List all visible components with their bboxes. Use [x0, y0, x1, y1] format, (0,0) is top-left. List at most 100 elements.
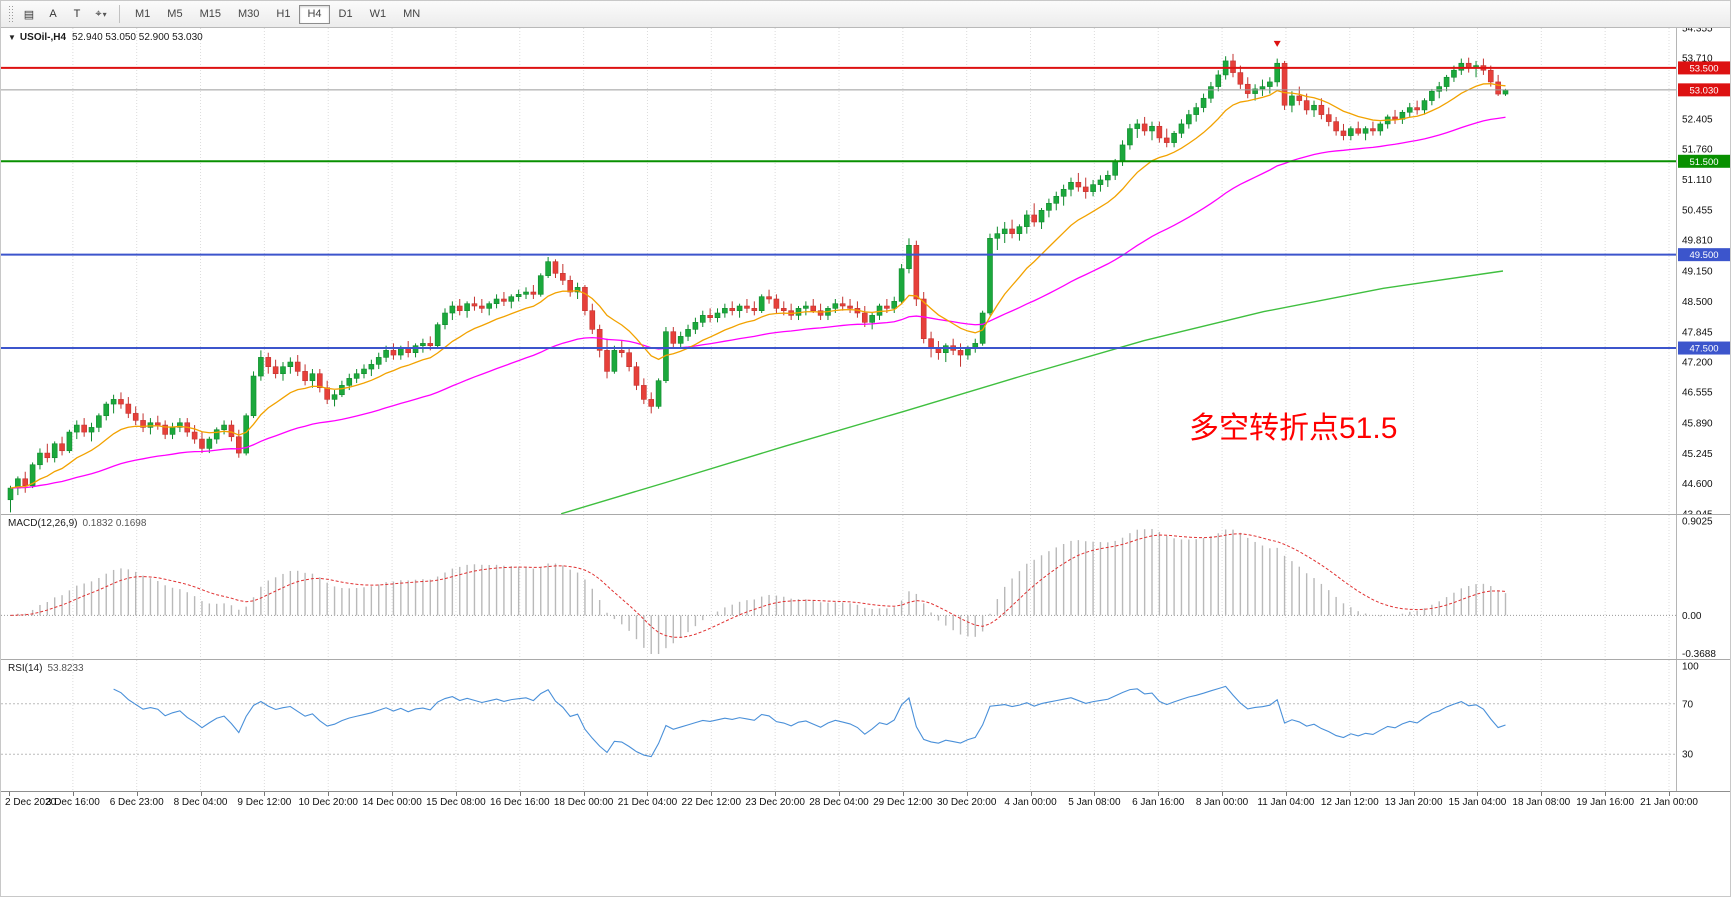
time-axis-tick: [902, 792, 904, 796]
price-tick-label: 47.845: [1682, 327, 1713, 338]
time-axis-label: 11 Jan 04:00: [1257, 797, 1315, 808]
price-tick-label: 52.405: [1682, 115, 1713, 126]
time-axis-tick: [1285, 792, 1287, 796]
time-axis-tick: [1222, 792, 1224, 796]
timeframe-button-m30[interactable]: M30: [230, 5, 267, 24]
timeframe-button-m1[interactable]: M1: [127, 5, 158, 24]
price-line-badge: 53.500: [1678, 61, 1730, 75]
main-chart-surface[interactable]: 54.35553.71053.05552.40551.76051.11050.4…: [1, 28, 1731, 514]
macd-tick-label: -0.3688: [1682, 649, 1716, 660]
toolbar-separator: [119, 5, 120, 23]
time-axis-tick: [1669, 792, 1670, 796]
time-axis-tick: [1477, 792, 1479, 796]
timeframe-button-h4[interactable]: H4: [299, 4, 330, 24]
rsi-indicator-panel: 100 70 30 RSI(14) 53.8233: [1, 659, 1731, 792]
time-axis-label: 4 Jan 00:00: [1004, 797, 1057, 808]
macd-histogram: [17, 528, 1507, 654]
toolbar-grip[interactable]: [8, 5, 13, 23]
time-axis-label: 22 Dec 12:00: [681, 797, 742, 808]
time-axis-tick: [839, 792, 840, 796]
time-axis-tick: [1158, 792, 1160, 796]
time-axis-tick: [392, 792, 394, 796]
time-axis-label: 3 Dec 16:00: [45, 797, 100, 808]
time-axis-label: 14 Dec 00:00: [362, 797, 422, 808]
price-tick-label: 45.245: [1682, 449, 1713, 460]
toolbar: ▤ A T ⌖ ▾ M1 M5 M15 M30 H1 H4 D1 W1 MN: [1, 1, 1730, 28]
ma-long-line: [560, 270, 1504, 514]
time-axis-label: 8 Dec 04:00: [173, 797, 228, 808]
time-axis-tick: [1094, 792, 1096, 796]
time-axis-label: 19 Jan 16:00: [1576, 797, 1635, 808]
price-tick-label: 47.200: [1682, 358, 1713, 369]
time-axis-tick: [519, 792, 521, 796]
timeframe-button-h1[interactable]: H1: [268, 5, 298, 24]
time-axis-tick: [1030, 792, 1032, 796]
time-axis-label: 8 Jan 00:00: [1195, 797, 1249, 808]
time-axis-tick: [966, 792, 968, 796]
time-axis-tick: [1605, 792, 1607, 796]
time-axis-tick: [583, 792, 585, 796]
rsi-tick-label: 70: [1682, 699, 1694, 710]
time-axis-tick: [200, 792, 202, 796]
time-axis-label: 18 Jan 08:00: [1512, 797, 1571, 808]
price-tick-label: 49.810: [1682, 236, 1713, 247]
rsi-chart-surface[interactable]: 100 70 30: [1, 660, 1731, 792]
price-tick-label: 45.890: [1682, 419, 1713, 430]
ma-fast-line: [10, 83, 1506, 489]
chevron-down-icon: ▾: [102, 9, 107, 19]
annotation-a-button[interactable]: A: [42, 4, 64, 24]
time-axis-tick: [711, 792, 713, 796]
time-axis-tick: [136, 792, 138, 796]
timeframe-button-m15[interactable]: M15: [192, 5, 229, 24]
svg-text:53.030: 53.030: [1689, 85, 1718, 96]
price-line-badge: 53.030: [1678, 83, 1730, 97]
svg-text:51.500: 51.500: [1689, 157, 1718, 168]
time-axis-label: 18 Dec 00:00: [553, 797, 614, 808]
price-tick-label: 54.355: [1682, 28, 1713, 35]
time-axis-label: 13 Jan 20:00: [1384, 797, 1443, 808]
price-tick-label: 49.150: [1682, 267, 1713, 278]
timeframe-button-m5[interactable]: M5: [159, 5, 190, 24]
time-axis-label: 6 Dec 23:00: [109, 797, 164, 808]
timeframe-button-mn[interactable]: MN: [395, 5, 428, 24]
time-axis-tick: [9, 792, 10, 796]
time-axis-tick: [328, 792, 330, 796]
time-axis-label: 5 Jan 08:00: [1068, 797, 1121, 808]
time-axis-tick: [647, 792, 649, 796]
chart-layout-icon: ▤: [23, 8, 35, 21]
ma-mid-line: [10, 116, 1506, 489]
price-tick-label: 51.110: [1682, 175, 1712, 186]
rsi-tick-label: 100: [1682, 662, 1699, 673]
price-tick-label: 51.760: [1682, 145, 1713, 156]
time-axis-label: 2 Dec 2020: [5, 797, 57, 808]
crosshair-tool-button[interactable]: ⌖ ▾: [90, 4, 112, 24]
time-axis-label: 23 Dec 20:00: [745, 797, 805, 808]
price-tick-label: 43.945: [1682, 510, 1713, 515]
text-tool-button[interactable]: T: [66, 4, 88, 24]
svg-text:53.500: 53.500: [1689, 63, 1718, 74]
time-axis-tick: [264, 792, 266, 796]
sell-arrow-icon: [1273, 40, 1281, 47]
macd-chart-surface[interactable]: 0.9025 0.00 -0.3688: [1, 515, 1731, 660]
time-axis-tick: [72, 792, 74, 796]
time-axis-label: 15 Dec 08:00: [426, 797, 486, 808]
macd-tick-label: 0.00: [1682, 611, 1702, 622]
time-axis-label: 16 Dec 16:00: [490, 797, 550, 808]
time-axis-tick: [1413, 792, 1415, 796]
time-axis-label: 21 Dec 04:00: [617, 797, 678, 808]
timeframe-button-w1[interactable]: W1: [362, 5, 395, 24]
time-axis[interactable]: 2 Dec 2020 3 Dec 16:00 6 Dec 23:00 8 Dec 04…: [1, 791, 1730, 813]
rsi-line: [113, 685, 1506, 758]
chart-layout-button[interactable]: ▤: [18, 4, 40, 24]
main-chart-panel: 54.35553.71053.05552.40551.76051.11050.4…: [1, 28, 1730, 514]
macd-tick-label: 0.9025: [1682, 517, 1713, 528]
time-axis-tick: [1349, 792, 1351, 796]
price-tick-label: 48.500: [1682, 297, 1713, 308]
time-axis-label: 10 Dec 20:00: [298, 797, 358, 808]
time-axis-label: 6 Jan 16:00: [1132, 797, 1185, 808]
time-axis-label: 28 Dec 04:00: [809, 797, 869, 808]
svg-text:47.500: 47.500: [1689, 344, 1718, 355]
macd-indicator-panel: 0.9025 0.00 -0.3688 MACD(12,26,9) 0.1832 0.…: [1, 514, 1731, 660]
timeframe-button-d1[interactable]: D1: [331, 5, 361, 24]
